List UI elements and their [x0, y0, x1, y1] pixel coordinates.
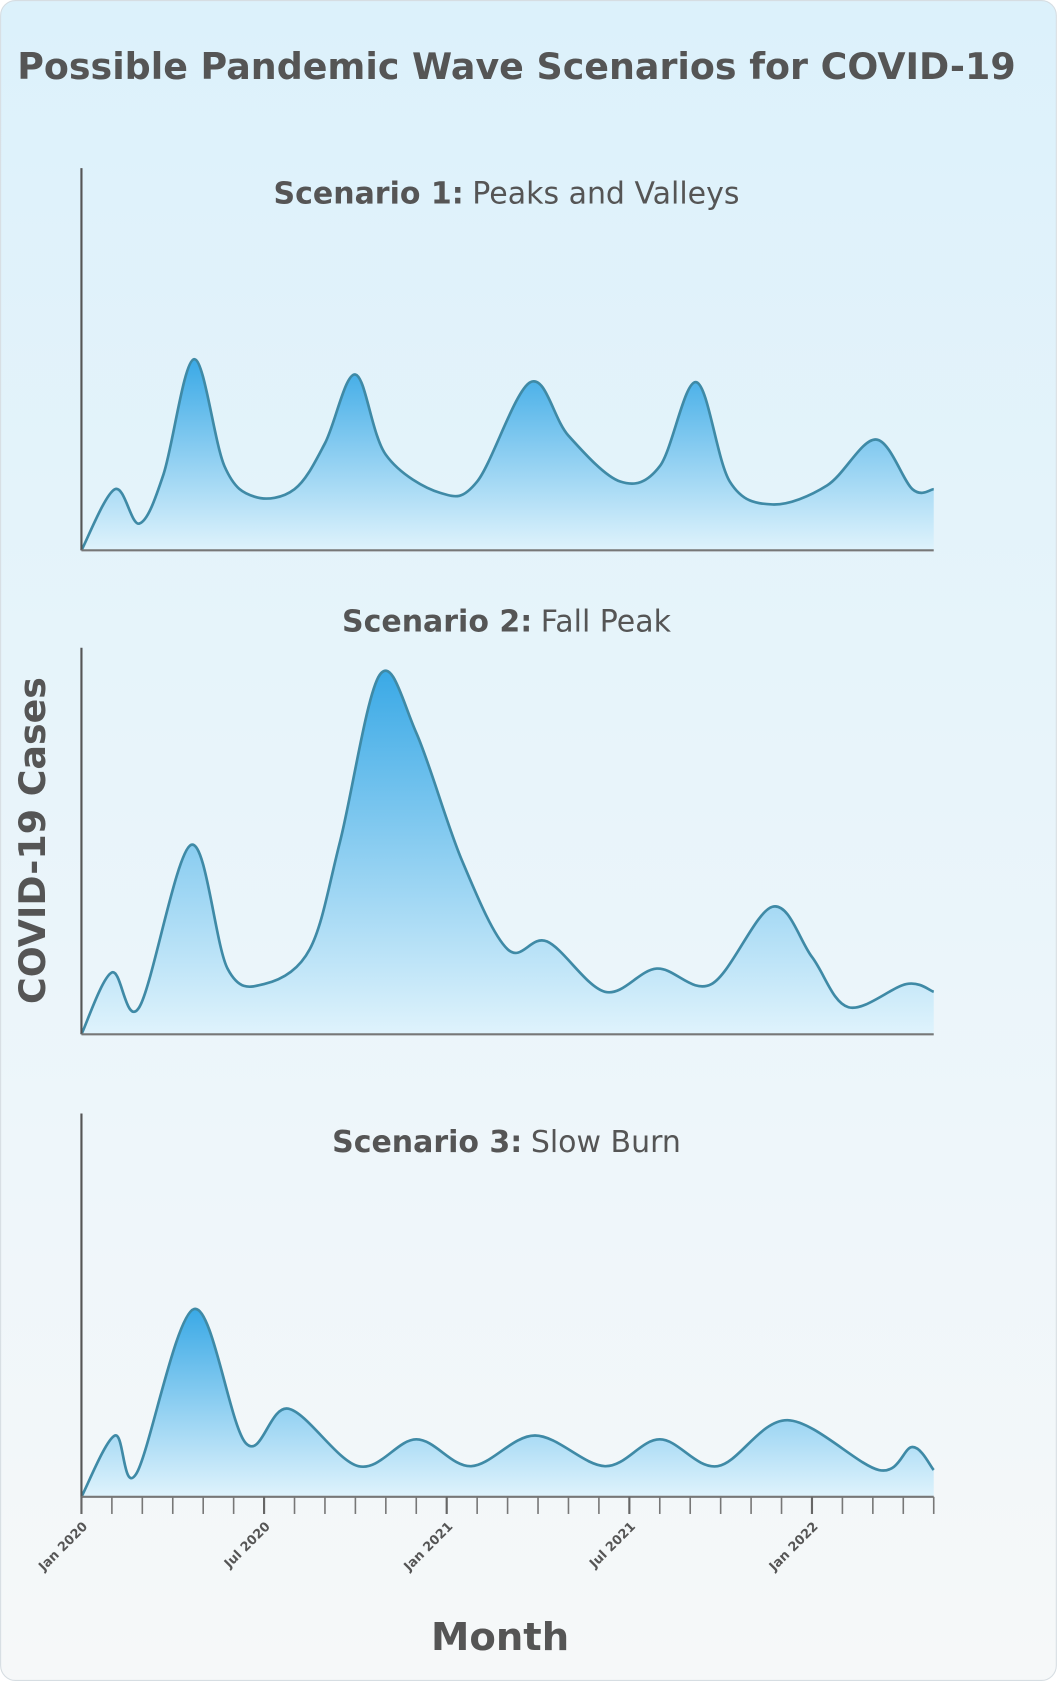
line — [80, 1307, 935, 1498]
subplot-title-prefix: Scenario 1: — [274, 176, 464, 211]
subplot-title: Scenario 2: Fall Peak — [342, 605, 672, 640]
line — [80, 357, 935, 551]
subplot-title-text: Peaks and Valleys — [472, 176, 739, 211]
subplot-title-prefix: Scenario 3: — [332, 1125, 522, 1160]
subplot-title-prefix: Scenario 2: — [342, 605, 532, 640]
area — [81, 670, 934, 1035]
subplot-title: Scenario 1: Peaks and Valleys — [274, 176, 740, 211]
subplot-title: Scenario 3: Slow Burn — [332, 1125, 681, 1160]
line — [80, 669, 935, 1035]
subplot-title-text: Fall Peak — [541, 605, 672, 640]
x-axis-label: Month — [431, 1615, 569, 1660]
area — [81, 359, 934, 551]
area — [81, 1308, 934, 1497]
page-title: Possible Pandemic Wave Scenarios for COV… — [17, 45, 1015, 88]
subplot-title-text: Slow Burn — [531, 1125, 681, 1160]
y-axis-label: COVID-19 Cases — [11, 677, 54, 1004]
